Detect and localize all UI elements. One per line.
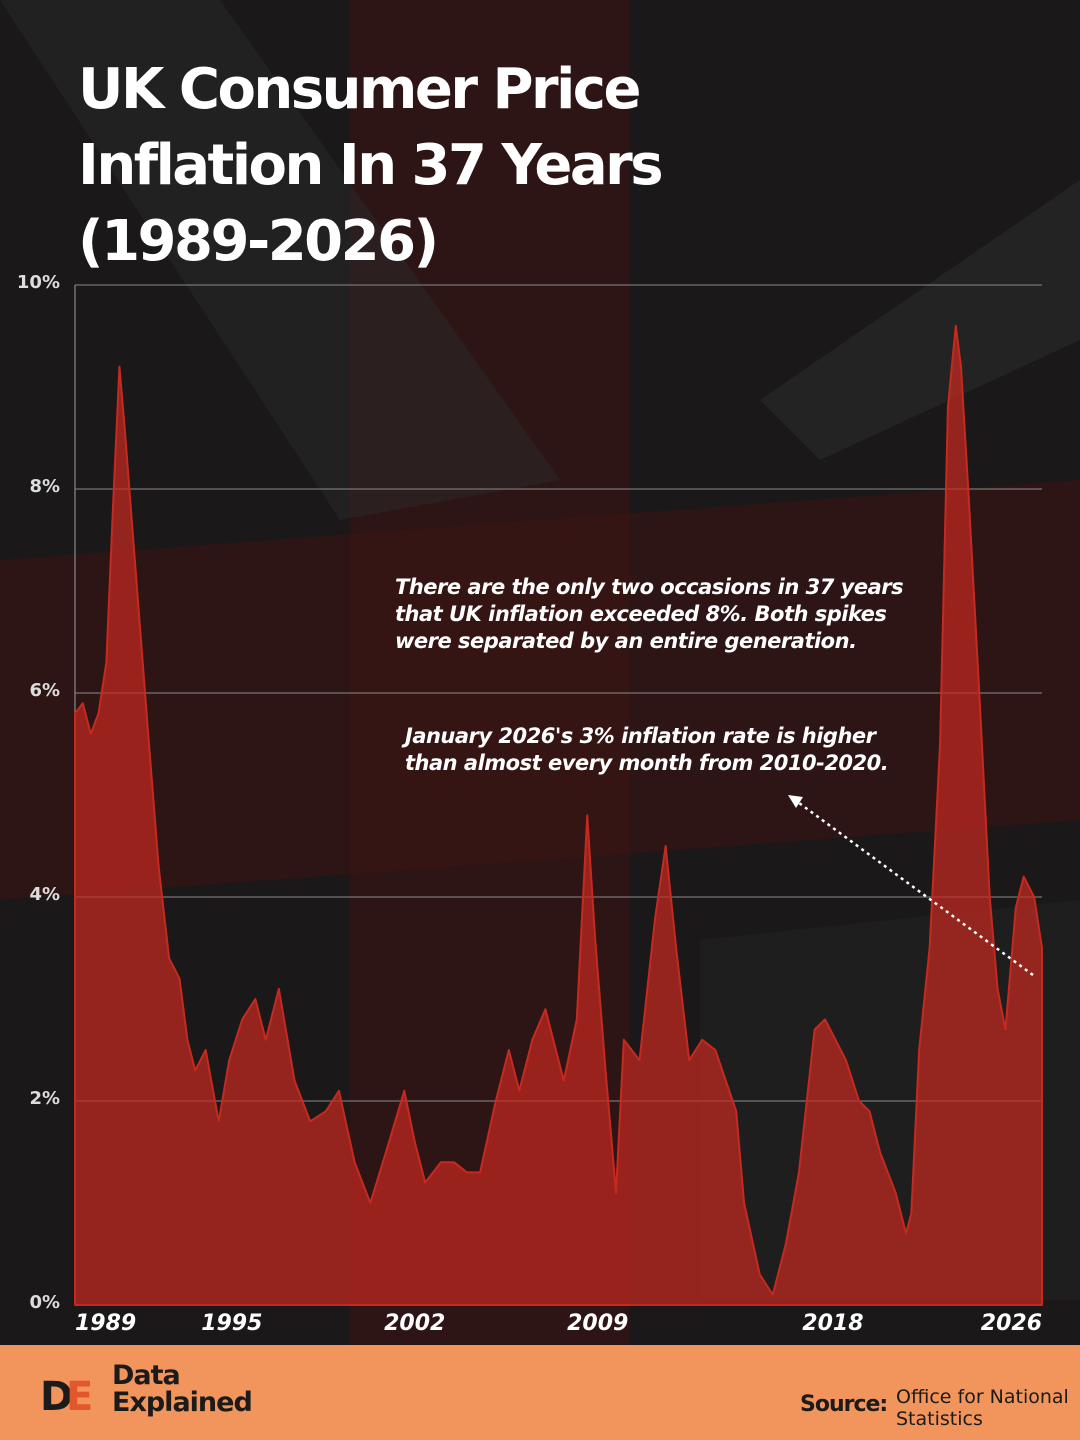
arrow-head	[788, 795, 803, 808]
x-tick-label: 2018	[802, 1311, 863, 1336]
x-tick-label: 1995	[201, 1311, 262, 1336]
x-tick-label: 1989	[75, 1311, 136, 1336]
chart-title: UK Consumer Price Inflation In 37 Years …	[78, 57, 664, 274]
annotation: January 2026's 3% inflation rate is high…	[405, 724, 889, 775]
flag-stripe	[0, 480, 1080, 900]
x-tick-label: 2026	[981, 1311, 1042, 1336]
y-tick-label: 6%	[29, 680, 60, 701]
logo: D	[40, 1374, 73, 1420]
source: Office for National Statistics	[896, 1386, 1069, 1430]
source-label: Source:	[800, 1392, 888, 1417]
logo: E	[66, 1374, 93, 1420]
area	[74, 324, 1043, 1306]
annotation: There are the only two occasions in 37 y…	[395, 575, 904, 653]
footer-band	[0, 1345, 1080, 1440]
y-tick-label: 8%	[29, 476, 60, 497]
x-tick-label: 2002	[384, 1311, 445, 1336]
arrow	[794, 798, 1034, 977]
y-tick-label: 0%	[29, 1292, 60, 1313]
x-tick-label: 2009	[567, 1311, 628, 1336]
y-tick-label: 2%	[29, 1088, 60, 1109]
flag-diagonal	[0, 0, 560, 520]
y-tick-label: 4%	[29, 884, 60, 905]
flag-diagonal	[760, 180, 1080, 460]
brand: Data Explained	[112, 1360, 253, 1418]
y-tick-label: 10%	[17, 272, 60, 293]
